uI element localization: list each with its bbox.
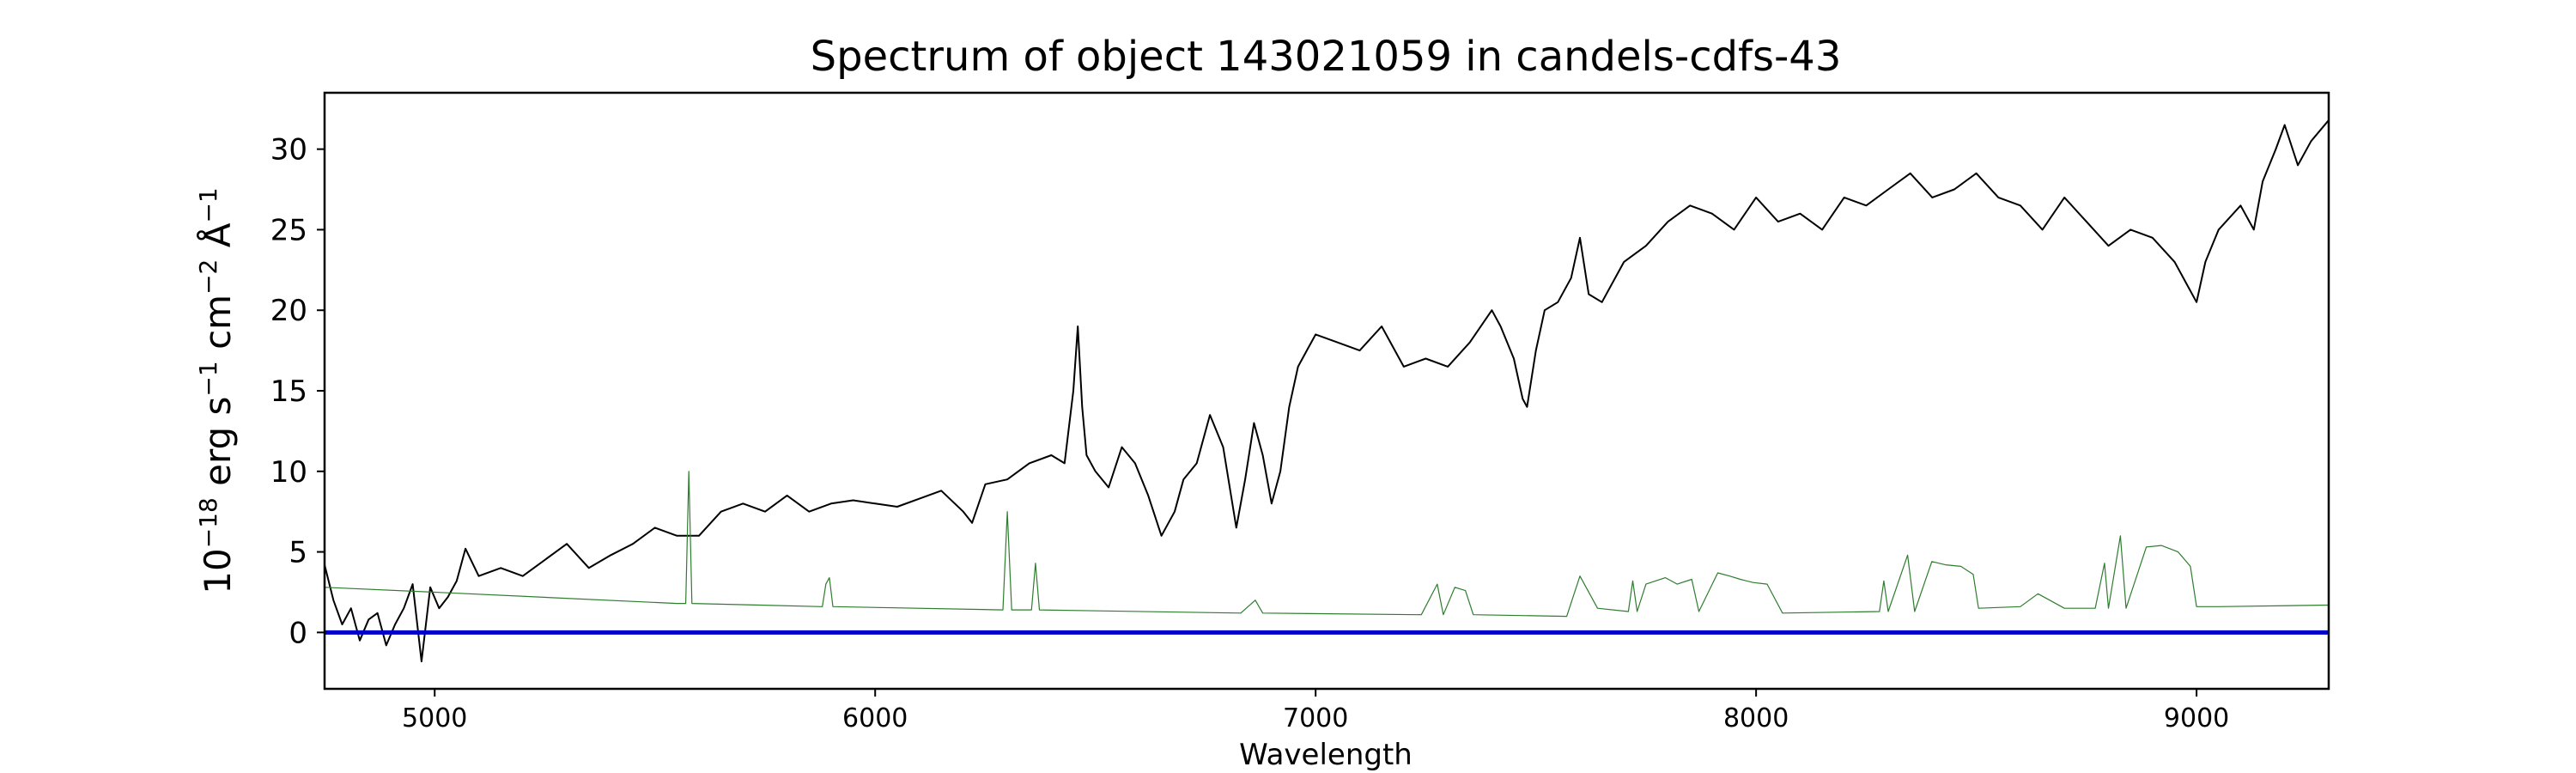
x-tick-label: 7000 — [1283, 703, 1348, 733]
y-tick-label: 30 — [270, 133, 307, 167]
y-tick-label: 0 — [289, 616, 307, 650]
y-axis-label: 10−18 erg s−1 cm−2 Å−1 — [194, 187, 240, 593]
plot-area — [325, 119, 2329, 663]
x-axis-label: Wavelength — [1239, 738, 1413, 772]
y-tick-label: 5 — [289, 536, 307, 570]
x-tick-label: 8000 — [1723, 703, 1789, 733]
x-tick-label: 5000 — [402, 703, 467, 733]
x-tick-label: 6000 — [842, 703, 908, 733]
y-tick-label: 20 — [270, 294, 307, 328]
object-spectrum-line — [325, 119, 2329, 663]
plot-frame — [323, 91, 2330, 691]
sky-spectrum-line — [325, 471, 2329, 618]
axis-ticks: 5000 6000 7000 8000 9000 0 5 10 15 20 25 30 — [270, 133, 2230, 733]
y-tick-label: 25 — [270, 213, 307, 247]
x-tick-label: 9000 — [2164, 703, 2229, 733]
chart-title: Spectrum of object 143021059 in candels-… — [811, 33, 1842, 81]
y-tick-label: 10 — [270, 455, 307, 490]
y-tick-label: 15 — [270, 374, 307, 409]
